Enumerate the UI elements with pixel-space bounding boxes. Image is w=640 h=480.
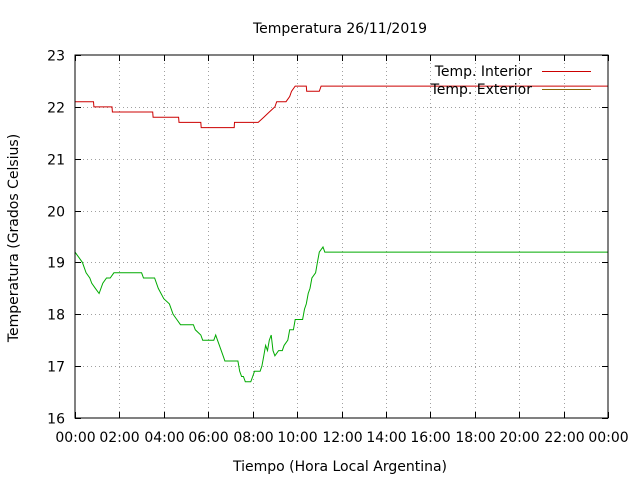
- tick-labels: 00:00 02:00 04:00 06:00 08:00 10:00 12:00 14:00…: [47, 49, 629, 447]
- x-tick-label: 00:00: [55, 430, 95, 446]
- y-tick-label: 19: [47, 256, 65, 272]
- x-tick-label: 04:00: [144, 430, 184, 446]
- series-lines: [74, 85, 608, 383]
- x-tick-label: 08:00: [233, 430, 273, 446]
- legend-label-temp-interior: Temp. Interior: [434, 64, 533, 80]
- series-line-temp-exterior: [74, 245, 608, 383]
- y-tick-label: 16: [47, 412, 65, 428]
- x-tick-label: 14:00: [366, 430, 406, 446]
- y-tick-label: 17: [47, 360, 65, 376]
- y-tick-label: 20: [47, 205, 65, 221]
- x-tick-label: 00:00: [588, 430, 628, 446]
- x-tick-label: 20:00: [499, 430, 539, 446]
- x-axis-title: Tiempo (Hora Local Argentina): [232, 459, 447, 475]
- x-tick-label: 10:00: [277, 430, 317, 446]
- x-tick-label: 06:00: [188, 430, 228, 446]
- series-line-temp-interior: [75, 85, 608, 129]
- x-tick-label: 16:00: [410, 430, 450, 446]
- y-axis-title: Temperatura (Grados Celsius): [6, 134, 22, 343]
- legend-label-temp-exterior: Temp. Exterior: [430, 82, 533, 98]
- x-tick-label: 02:00: [99, 430, 139, 446]
- plot-frame: [74, 54, 609, 419]
- y-tick-label: 22: [47, 101, 65, 117]
- x-tick-label: 18:00: [455, 430, 495, 446]
- y-tick-label: 21: [47, 153, 65, 169]
- x-tick-label: 22:00: [544, 430, 584, 446]
- y-tick-label: 23: [47, 49, 65, 65]
- grid: [75, 55, 608, 418]
- y-tick-label: 18: [47, 308, 65, 324]
- chart-title: Temperatura 26/11/2019: [252, 21, 427, 37]
- x-tick-label: 12:00: [322, 430, 362, 446]
- legend: Temp. Interior Temp. Exterior: [430, 64, 591, 98]
